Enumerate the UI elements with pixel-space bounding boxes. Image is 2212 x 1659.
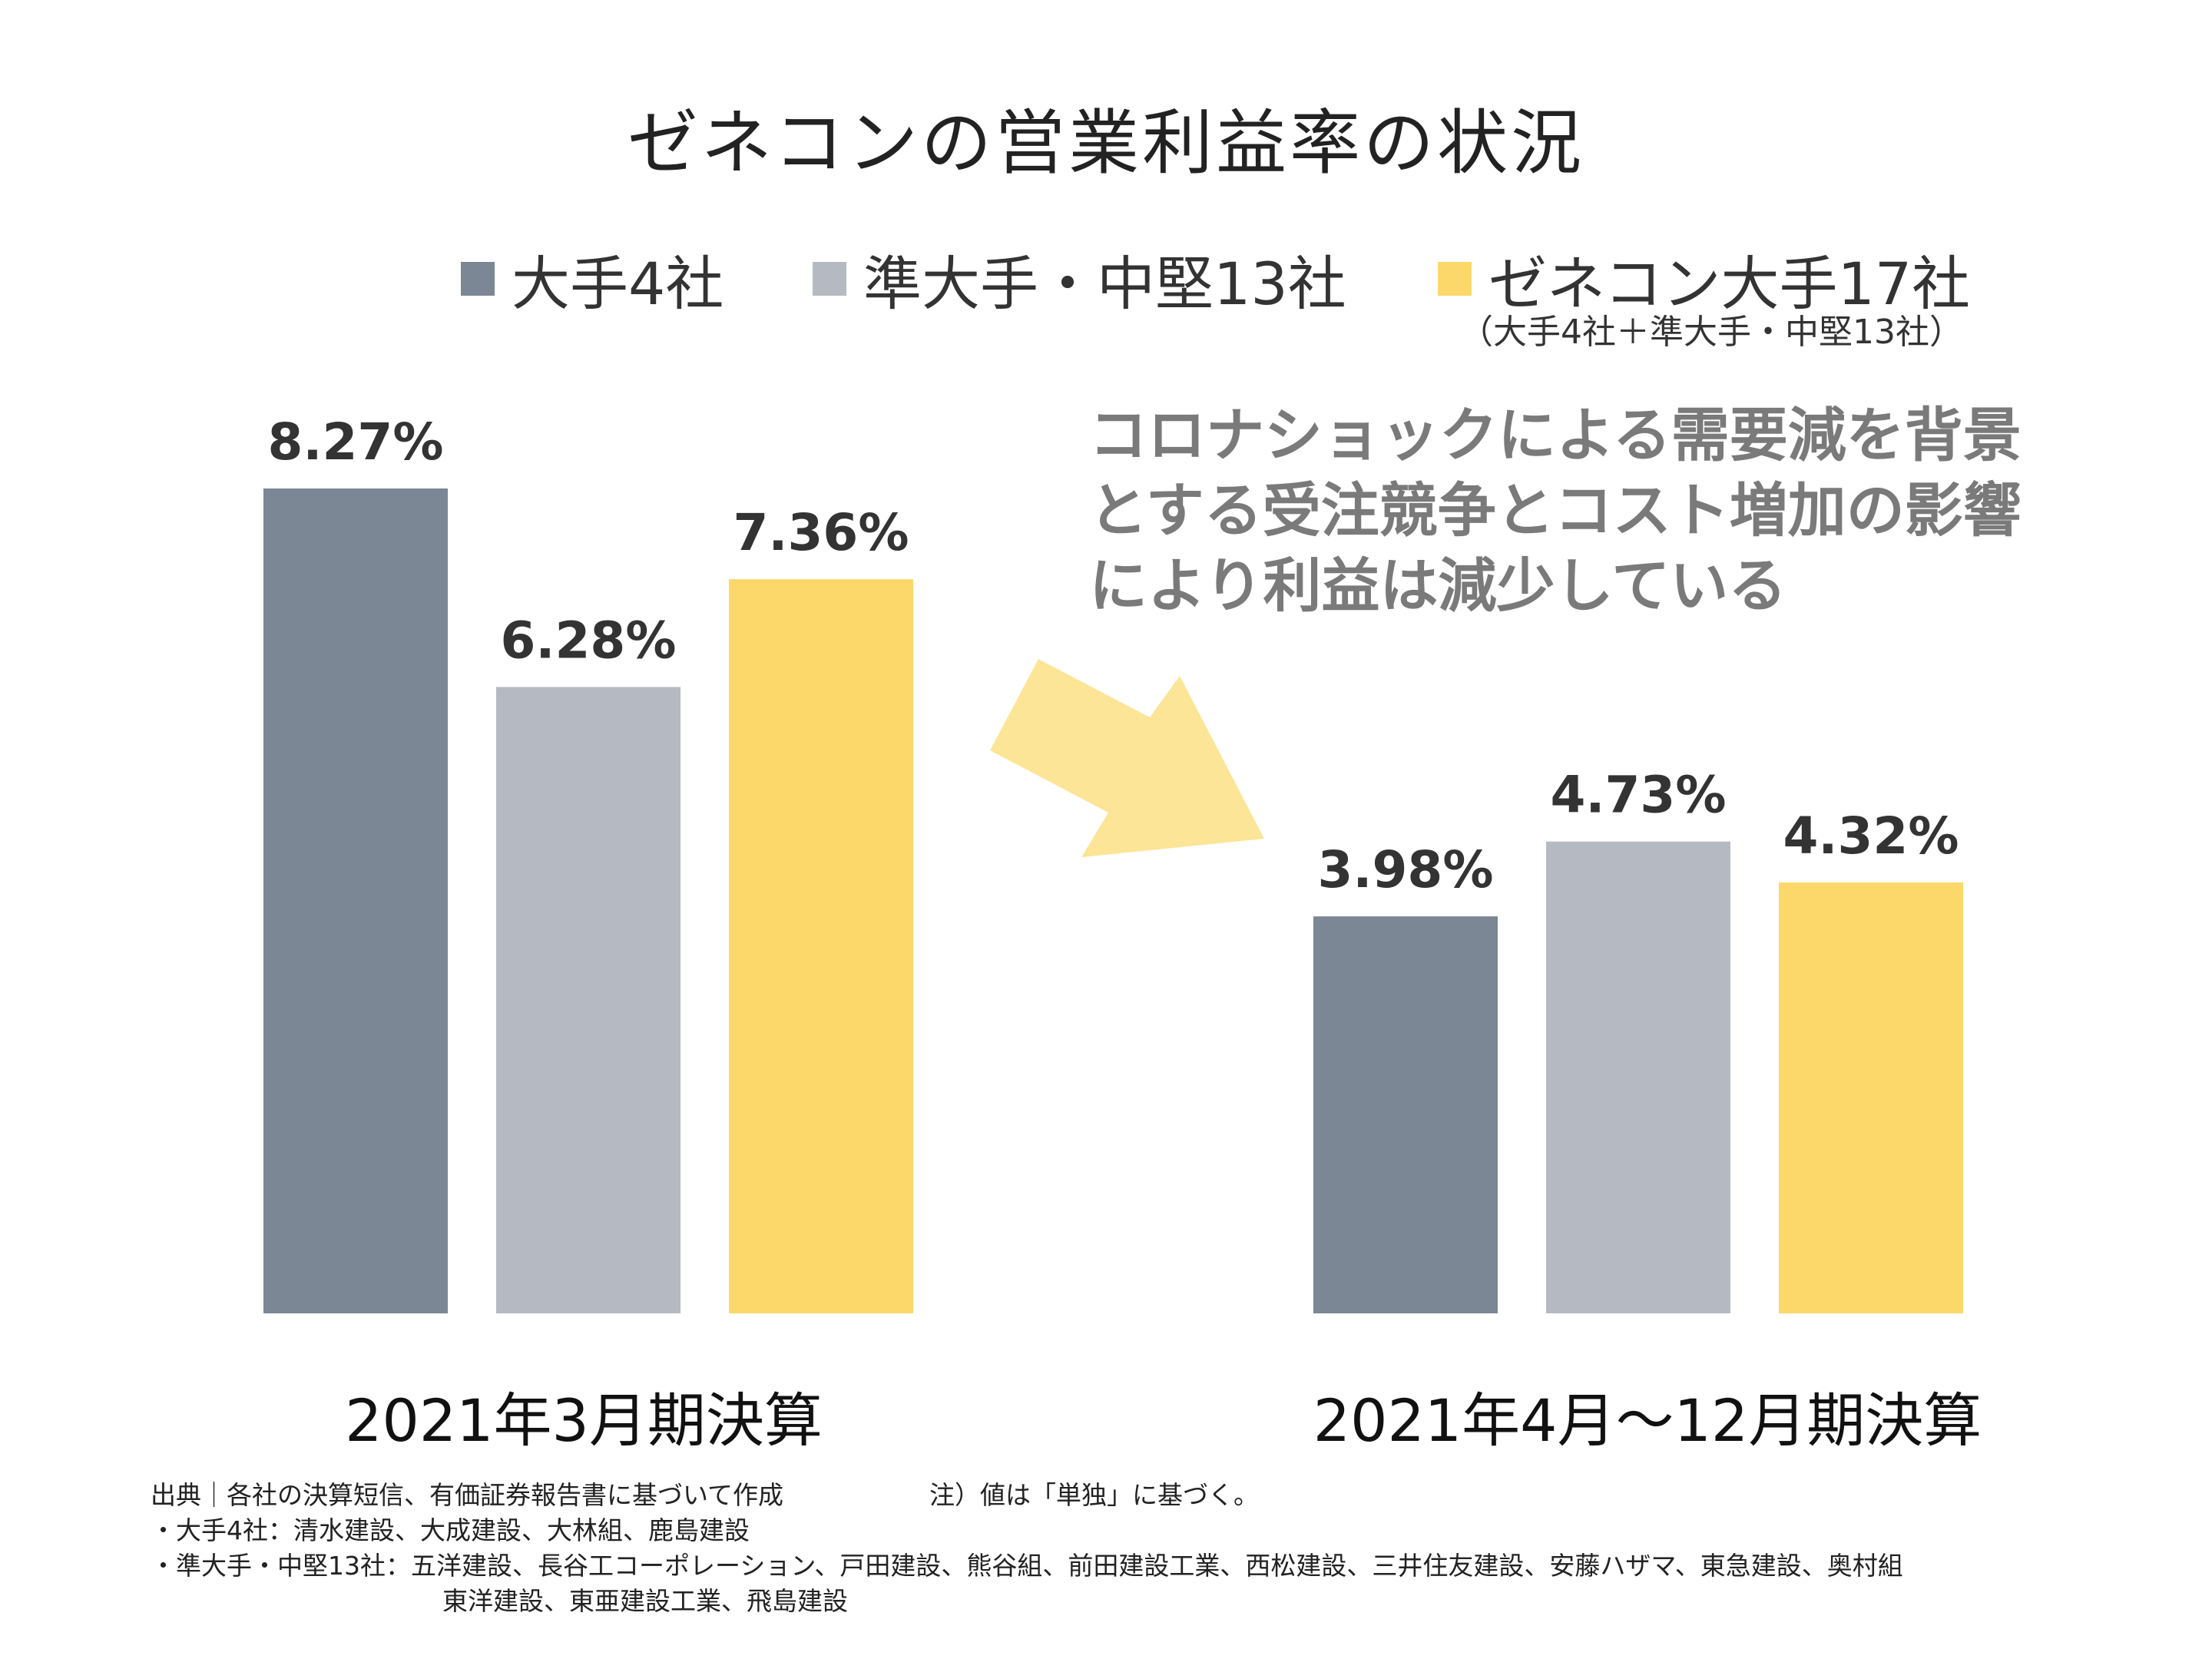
bar-value-label-1-3: 7.36% [733,503,909,562]
legend-swatch-total17 [1438,262,1472,296]
source-line-1: 出典｜各社の決算短信、有価証券報告書に基づいて作成 [151,1480,784,1510]
annotation-line-1: コロナショックによる需要減を背景 [1089,401,2022,469]
legend-item-mid13: 準大手・中堅13社 [813,244,1346,318]
legend-item-major4: 大手4社 [461,244,724,318]
source-line-3: ・準大手・中堅13社：五洋建設、長谷工コーポレーション、戸田建設、熊谷組、前田建… [151,1551,1903,1581]
bar-value-label-2-3: 4.32% [1783,806,1959,866]
trend-arrow [990,659,1264,857]
bar-1-3 [729,579,913,1313]
source-line-4: 東洋建設、東亜建設工業、飛島建設 [442,1586,848,1616]
category-label-fy2021-3: 2021年3月期決算 [345,1386,823,1455]
legend-label-major4: 大手4社 [512,250,724,318]
chart-title: ゼネコンの営業利益率の状況 [627,102,1585,184]
legend-swatch-major4 [461,262,495,296]
bar-value-label-2-2: 4.73% [1551,766,1727,825]
legend-sub-label: （大手4社＋準大手・中堅13社） [1459,313,1963,352]
legend-swatch-mid13 [813,262,846,296]
annotation-note: コロナショックによる需要減を背景 とする受注競争とコスト増加の影響 により利益は… [1089,398,2022,624]
bars-layer: 8.27% 6.28% 7.36% 3.98% 4.73% 4.32% [263,412,1963,1313]
annotation-line-3: により利益は減少している [1089,551,1787,620]
legend-label-mid13: 準大手・中堅13社 [863,250,1346,318]
bar-2-1 [1313,916,1498,1313]
bar-2-2 [1546,841,1730,1313]
source-line-2: ・大手4社：清水建設、大成建設、大林組、鹿島建設 [151,1515,750,1545]
legend-item-total17: ゼネコン大手17社 [1438,244,1970,318]
bar-1-1 [263,488,448,1313]
bar-1-2 [496,687,680,1313]
bar-2-3 [1779,882,1963,1313]
bar-value-label-1-2: 6.28% [501,611,677,670]
category-label-fy2021-4-12: 2021年4月～12月期決算 [1313,1386,1982,1455]
annotation-line-2: とする受注競争とコスト増加の影響 [1089,476,2022,545]
bar-value-label-2-1: 3.98% [1318,840,1494,899]
source-notes: 出典｜各社の決算短信、有価証券報告書に基づいて作成 ・大手4社：清水建設、大成建… [151,1478,1903,1619]
bar-value-label-1-1: 8.27% [268,412,444,472]
legend-label-total17: ゼネコン大手17社 [1488,250,1971,318]
source-note-standalone: 注）値は「単独」に基づく。 [929,1480,1259,1510]
